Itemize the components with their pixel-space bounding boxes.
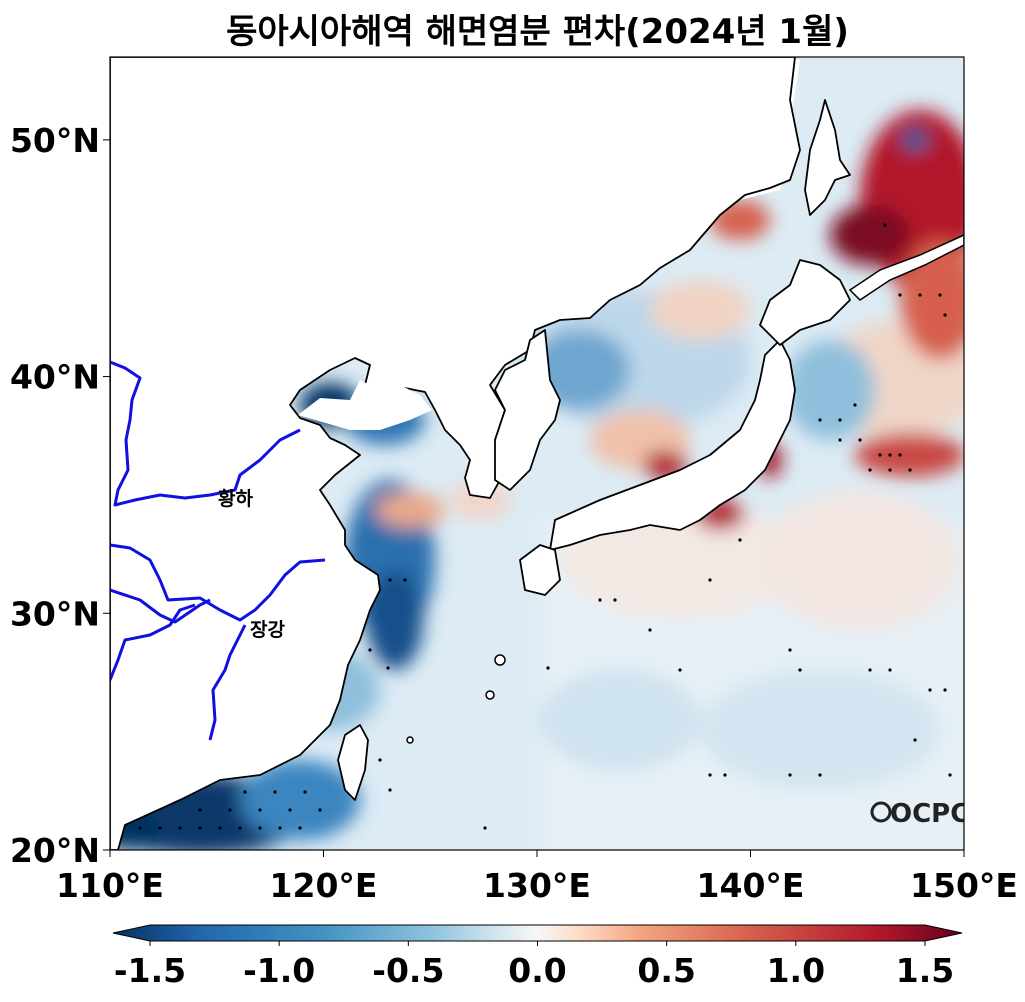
y-tick-label: 40°N	[10, 358, 100, 397]
colorbar-ticks: -1.5 -1.0 -0.5 0.0 0.5 1.0 1.5	[114, 941, 954, 990]
map-title: 동아시아해역 해면염분 편차(2024년 1월)	[226, 12, 849, 52]
y-tick-label: 50°N	[10, 121, 100, 160]
colorbar-tick-label: -0.5	[372, 951, 444, 990]
colorbar-tick-label: 1.5	[896, 951, 954, 990]
ocpc-logo-text: OCPC	[890, 799, 969, 829]
x-tick-label: 120°E	[270, 866, 378, 905]
river-branch-3	[208, 624, 247, 741]
river-branch-2	[110, 603, 196, 681]
yellow-river	[110, 360, 301, 507]
yellow-river-label: 황하	[218, 487, 253, 510]
x-tick-label: 140°E	[697, 866, 805, 905]
x-tick-label: 110°E	[56, 866, 164, 905]
land-masses	[110, 57, 851, 850]
y-tick-label: 30°N	[10, 594, 100, 633]
yangtze-river-label: 장강	[250, 619, 285, 641]
x-tick-label: 130°E	[483, 866, 591, 905]
colorbar-body	[112, 924, 963, 942]
river-branch-1	[110, 588, 211, 624]
colorbar-tick-label: -1.5	[114, 951, 186, 990]
ocean-field: 황하 장강 OCPC	[110, 57, 969, 850]
islands	[406, 234, 964, 744]
y-axis: 20°N 30°N 40°N 50°N	[10, 121, 110, 870]
rivers	[110, 360, 326, 741]
x-tick-label: 150°E	[910, 866, 1018, 905]
colorbar-tick-label: 0.5	[637, 951, 695, 990]
ocpc-logo: OCPC	[870, 799, 969, 829]
y-tick-label: 20°N	[10, 831, 100, 870]
yangtze-river	[110, 543, 326, 622]
anomaly-patches	[110, 110, 964, 850]
significance-dots	[138, 223, 952, 830]
colorbar: -1.5 -1.0 -0.5 0.0 0.5 1.0 1.5	[112, 924, 963, 990]
x-axis: 110°E 120°E 130°E 140°E 150°E	[56, 850, 1018, 905]
colorbar-tick-label: 0.0	[508, 951, 566, 990]
colorbar-tick-label: -1.0	[243, 951, 315, 990]
colorbar-tick-label: 1.0	[767, 951, 825, 990]
